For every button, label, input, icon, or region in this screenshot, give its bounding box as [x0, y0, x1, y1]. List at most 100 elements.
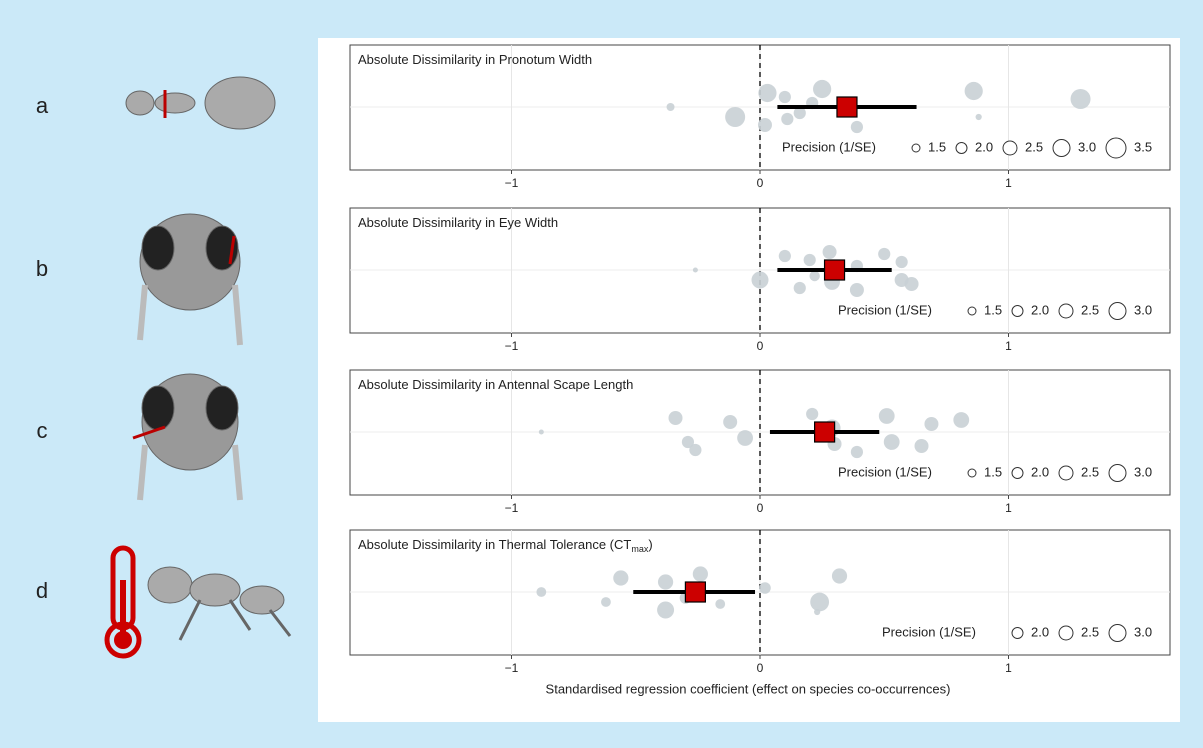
study-point — [758, 118, 772, 132]
study-point — [601, 597, 611, 607]
legend-circle — [1059, 466, 1073, 480]
title-subscript: max — [631, 544, 649, 554]
legend-circle — [1012, 628, 1023, 639]
study-point — [715, 599, 725, 609]
legend-circle — [1106, 138, 1126, 158]
figure: Standardised regression coefficient (eff… — [0, 0, 1203, 748]
legend-circle — [1109, 625, 1126, 642]
legend-label: 2.5 — [1081, 302, 1099, 317]
legend-label: 2.5 — [1081, 624, 1099, 639]
study-point — [976, 114, 982, 120]
study-point — [878, 248, 890, 260]
legend-circle — [956, 143, 967, 154]
study-point — [813, 80, 831, 98]
study-point — [823, 245, 837, 259]
panel-title: Absolute Dissimilarity in Thermal Tolera… — [358, 537, 653, 554]
study-point — [953, 412, 969, 428]
study-point — [725, 107, 745, 127]
study-point — [896, 256, 908, 268]
legend-circle — [1109, 465, 1126, 482]
thermometer-icon — [107, 548, 139, 656]
ant-icon-b — [140, 214, 240, 345]
pooled-estimate — [825, 260, 845, 280]
study-point — [851, 121, 863, 133]
study-point — [737, 430, 753, 446]
x-axis-label: Standardised regression coefficient (eff… — [546, 681, 951, 696]
x-tick-label: −1 — [505, 501, 519, 515]
study-point — [758, 84, 776, 102]
study-point — [851, 446, 863, 458]
legend-label: 1.5 — [984, 302, 1002, 317]
study-point — [924, 417, 938, 431]
legend-circle — [1053, 140, 1070, 157]
x-tick-label: 1 — [1005, 176, 1012, 190]
panel-title: Absolute Dissimilarity in Antennal Scape… — [358, 377, 633, 392]
legend-circle — [968, 469, 976, 477]
study-point — [669, 411, 683, 425]
title-text: Absolute Dissimilarity in Pronotum Width — [358, 52, 592, 67]
panel-letter: a — [36, 93, 49, 118]
study-point — [723, 415, 737, 429]
study-point — [832, 568, 847, 583]
study-point — [689, 444, 701, 456]
legend-label: 3.0 — [1078, 139, 1096, 154]
legend-label: 2.5 — [1081, 464, 1099, 479]
title-text: Absolute Dissimilarity in Eye Width — [358, 215, 558, 230]
x-tick-label: −1 — [505, 176, 519, 190]
study-point — [794, 282, 806, 294]
study-point — [752, 272, 769, 289]
study-point — [657, 602, 674, 619]
pooled-estimate — [837, 97, 857, 117]
title-suffix: ) — [648, 537, 652, 552]
legend-label: 1.5 — [984, 464, 1002, 479]
ant-icon-d — [148, 567, 290, 640]
panel-letter: d — [36, 578, 48, 603]
legend-circle — [968, 307, 976, 315]
legend-circle — [1059, 626, 1073, 640]
legend-circle — [1059, 304, 1073, 318]
legend-circle — [1109, 303, 1126, 320]
study-point — [781, 113, 793, 125]
ant-icon-c — [133, 374, 240, 500]
legend-circle — [1012, 306, 1023, 317]
legend-label: 2.0 — [1031, 464, 1049, 479]
legend-title: Precision (1/SE) — [882, 624, 976, 639]
study-point — [779, 91, 791, 103]
legend-label: 2.5 — [1025, 139, 1043, 154]
legend-title: Precision (1/SE) — [838, 464, 932, 479]
legend-label: 2.0 — [975, 139, 993, 154]
study-point — [613, 570, 628, 585]
study-point — [539, 430, 544, 435]
study-point — [809, 271, 819, 281]
x-tick-label: −1 — [505, 661, 519, 675]
legend-circle — [912, 144, 920, 152]
legend-circle — [1012, 468, 1023, 479]
legend-label: 2.0 — [1031, 624, 1049, 639]
ant-icon-a — [126, 77, 275, 129]
legend-label: 2.0 — [1031, 302, 1049, 317]
study-point — [905, 277, 919, 291]
study-point — [667, 103, 675, 111]
study-point — [850, 283, 864, 297]
x-tick-label: 0 — [757, 176, 764, 190]
study-point — [884, 434, 900, 450]
legend-label: 1.5 — [928, 139, 946, 154]
page: {"x_label":"Standardised regression coef… — [0, 0, 1203, 748]
legend-label: 3.0 — [1134, 302, 1152, 317]
legend-label: 3.0 — [1134, 464, 1152, 479]
x-tick-label: 1 — [1005, 501, 1012, 515]
legend-circle — [1003, 141, 1017, 155]
legend-label: 3.5 — [1134, 139, 1152, 154]
study-point — [915, 439, 929, 453]
x-tick-label: −1 — [505, 339, 519, 353]
study-point — [779, 250, 791, 262]
x-tick-label: 1 — [1005, 661, 1012, 675]
title-text: Absolute Dissimilarity in Thermal Tolera… — [358, 537, 631, 552]
study-point — [965, 82, 983, 100]
x-tick-label: 1 — [1005, 339, 1012, 353]
study-point — [658, 574, 673, 589]
panel-letter: c — [37, 418, 48, 443]
study-point — [693, 268, 698, 273]
study-point — [1071, 89, 1091, 109]
study-point — [810, 593, 829, 612]
